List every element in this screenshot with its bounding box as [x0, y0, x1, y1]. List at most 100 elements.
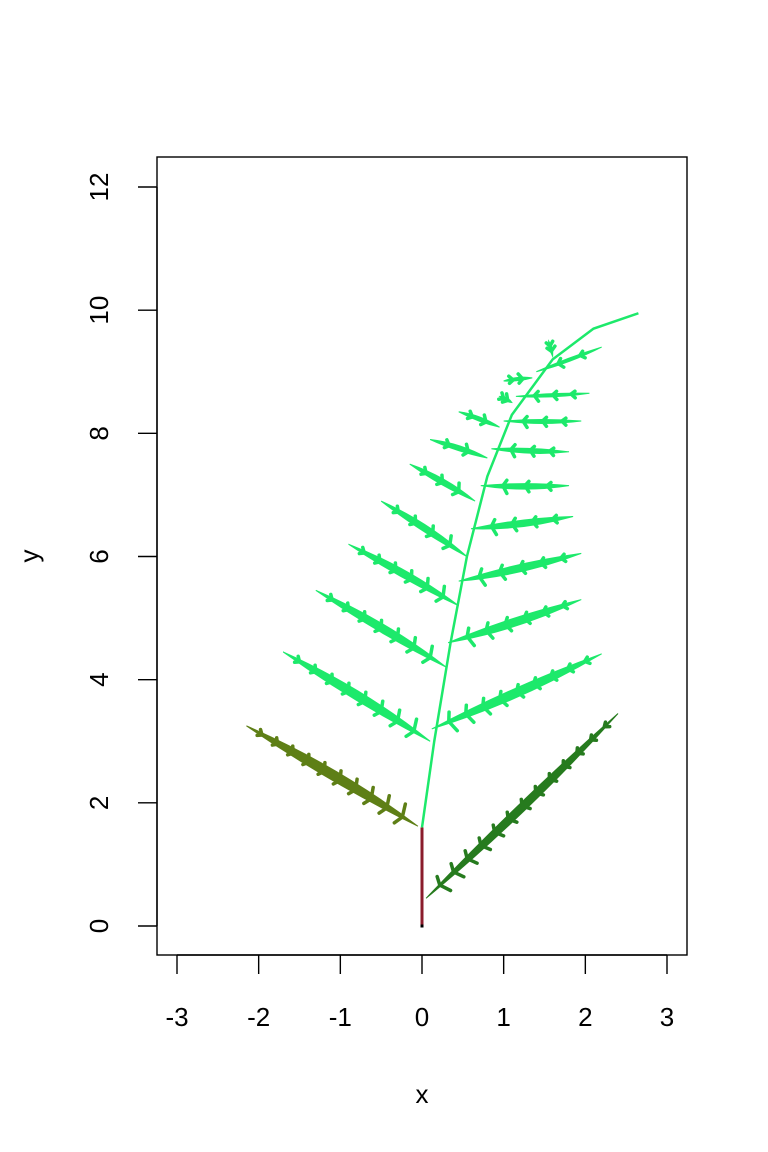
y-tick-label: 4	[84, 672, 114, 686]
right-leaflet-lobe	[547, 771, 559, 783]
main-leaflet-lobe	[292, 654, 302, 665]
main-leaflet-lobe	[308, 663, 318, 675]
main-leaflet-lobe	[522, 610, 532, 626]
main-leaflet-lobe	[465, 409, 475, 421]
main-leaflet-lobe	[477, 567, 487, 587]
main-leaflet-lobe	[497, 563, 508, 581]
x-axis: -3 -2 -1 0 1 2 3	[165, 954, 674, 1032]
main-leaflet-lobe	[357, 609, 367, 623]
main-leaflet-lobe	[550, 513, 559, 525]
main-leaflet-lobe	[424, 524, 435, 539]
main-leaflet	[458, 411, 500, 428]
main-leaflet	[536, 346, 602, 373]
main-leaflet-lobe	[556, 356, 566, 369]
main-leaflet-lobe	[465, 626, 477, 648]
main-leaflet-lobe	[389, 627, 401, 644]
main-leaflet-lobe	[514, 682, 526, 699]
x-tick-label: 2	[578, 1002, 592, 1032]
x-tick-label: -2	[247, 1002, 270, 1032]
left-leaflet-lobe	[362, 785, 375, 806]
main-leaflet-lobe	[532, 389, 541, 403]
main-leaflet-lobe	[419, 465, 428, 476]
main-leaflet-lobe	[408, 514, 418, 527]
y-tick-label: 10	[84, 296, 114, 325]
left-leaflet-lobe	[270, 736, 280, 747]
main-leaflet-lobe	[421, 644, 434, 665]
left-leaflet	[246, 725, 419, 827]
y-axis-label: y	[14, 550, 44, 563]
main-leaflet-lobe	[540, 415, 549, 429]
main-leaflet-lobe	[548, 669, 559, 682]
main-leaflet-lobe	[560, 599, 570, 611]
main-leaflet-lobe	[521, 414, 529, 430]
main-leaflet-lobe	[559, 552, 568, 564]
main-leaflet-lobe	[541, 605, 551, 618]
main-leaflet-lobe	[356, 690, 368, 707]
right-leaflet-lobe	[505, 810, 519, 824]
main-leaflet-lobe	[434, 584, 447, 603]
x-axis-label: x	[416, 1079, 429, 1109]
main-leaflet-lobe	[391, 504, 401, 515]
main-leaflet-lobe	[341, 601, 351, 613]
y-tick-label: 2	[84, 796, 114, 810]
right-leaflet-lobe	[602, 720, 612, 729]
main-leaflet-lobe	[582, 655, 592, 666]
main-leaflet-lobe	[450, 481, 461, 497]
main-leaflet-lobe	[388, 561, 398, 575]
main-leaflet-lobe	[510, 516, 519, 533]
left-leaflet-lobe	[392, 802, 408, 825]
left-leaflet-lobe	[255, 727, 264, 738]
x-tick-label: -3	[165, 1002, 188, 1032]
right-leaflet-lobe	[435, 874, 453, 893]
main-leaflet-lobe	[484, 621, 495, 640]
main-leaflet	[380, 500, 468, 557]
main-leaflet-lobe	[501, 478, 509, 496]
main-leaflet-lobe	[478, 413, 488, 427]
x-tick-label: -1	[329, 1002, 352, 1032]
main-leaflet-lobe	[373, 618, 384, 634]
main-leaflet-lobe	[489, 518, 499, 537]
right-leaflet-lobe	[477, 836, 493, 852]
main-leaflet	[282, 651, 431, 742]
right-leaflet-lobe	[463, 849, 479, 865]
main-leaflet-lobe	[518, 559, 528, 576]
main-leaflet-lobe	[481, 696, 493, 716]
left-leaflet-lobe	[346, 777, 359, 796]
main-leaflet-lobe	[497, 689, 509, 708]
main-leaflet-lobe	[560, 416, 568, 427]
left-leaflet-lobe	[285, 744, 295, 757]
main-leaflet-lobe	[565, 662, 576, 674]
right-leaflet-lobe	[491, 823, 506, 838]
main-leaflet	[429, 438, 488, 459]
right-leaflet-lobe	[561, 758, 572, 770]
main-leaflet-lobe	[372, 699, 385, 717]
main-leaflet-lobe	[497, 391, 506, 402]
main-leaflet-lobe	[441, 534, 453, 551]
right-leaflet-lobe	[575, 746, 585, 756]
main-leaflet-lobe	[538, 556, 548, 570]
left-leaflet-lobe	[377, 793, 392, 815]
fern-frond	[246, 312, 639, 928]
right-leaflet-lobe	[449, 861, 466, 879]
origin-point	[420, 924, 424, 928]
main-leaflet-lobe	[447, 710, 460, 733]
y-tick-label: 0	[84, 919, 114, 933]
main-leaflet-lobe	[442, 438, 451, 450]
main-leaflet-lobe	[547, 446, 556, 458]
main-leaflet-lobe	[340, 681, 351, 696]
y-tick-label: 12	[84, 173, 114, 202]
left-leaflet-lobe	[331, 769, 343, 786]
main-leaflet-lobe	[530, 515, 539, 529]
x-tick-label: 1	[496, 1002, 510, 1032]
left-leaflet-lobe	[316, 760, 327, 776]
main-leaflet-lobe	[509, 442, 517, 459]
main-leaflet-lobe	[578, 349, 587, 360]
main-leaflet-lobe	[531, 676, 542, 691]
main-leaflet-lobe	[569, 389, 577, 400]
main-leaflet	[470, 515, 574, 530]
main-leaflet-lobe	[435, 473, 445, 487]
right-leaflet-lobe	[588, 733, 599, 742]
main-leaflet-lobe	[545, 344, 557, 353]
